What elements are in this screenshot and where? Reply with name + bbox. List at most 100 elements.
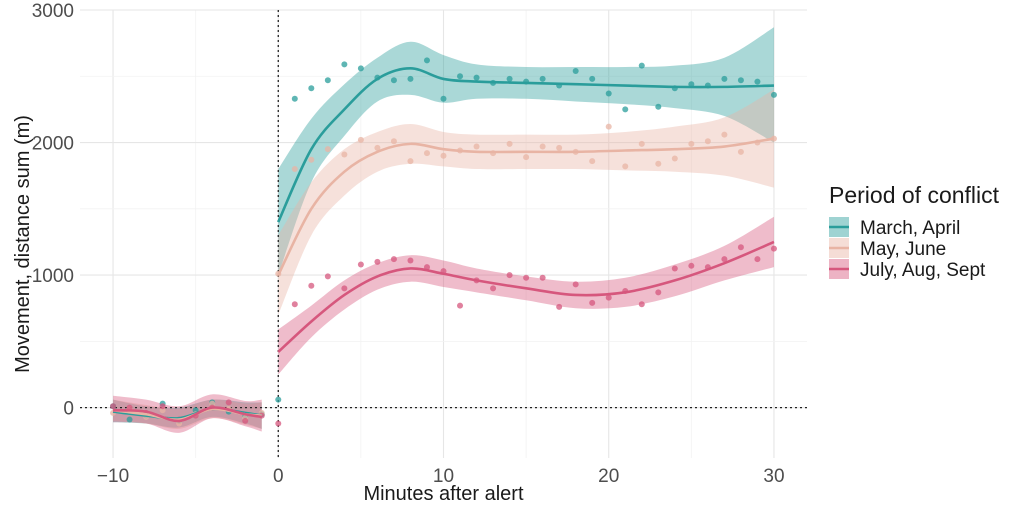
legend-label: July, Aug, Sept bbox=[860, 260, 986, 281]
x-tick-label: 30 bbox=[763, 466, 784, 487]
data-point bbox=[671, 265, 678, 272]
data-point bbox=[688, 262, 695, 269]
data-point bbox=[754, 256, 761, 263]
data-point bbox=[589, 75, 596, 82]
data-point bbox=[308, 85, 315, 92]
data-point bbox=[275, 420, 282, 427]
data-point bbox=[737, 77, 744, 84]
data-point bbox=[556, 303, 563, 310]
y-tick-label: 0 bbox=[63, 399, 74, 420]
x-tick-label: −10 bbox=[97, 466, 129, 487]
data-point bbox=[638, 140, 645, 147]
x-tick-label: 0 bbox=[273, 466, 284, 487]
legend-label: May, June bbox=[860, 239, 946, 260]
data-point bbox=[390, 138, 397, 145]
data-point bbox=[605, 90, 612, 97]
data-point bbox=[506, 140, 513, 147]
data-point bbox=[523, 274, 530, 281]
trend-lines bbox=[112, 67, 775, 423]
data-point bbox=[457, 302, 464, 309]
data-point bbox=[324, 146, 331, 153]
data-point bbox=[589, 158, 596, 165]
data-point bbox=[341, 151, 348, 158]
trend-line-before bbox=[112, 406, 262, 423]
tick-labels: −10 0 10 20 30 0 1000 2000 3000 bbox=[32, 1, 785, 487]
data-point bbox=[407, 75, 414, 82]
data-point bbox=[291, 166, 298, 173]
data-point bbox=[737, 244, 744, 251]
data-point bbox=[506, 75, 513, 82]
data-point bbox=[622, 106, 629, 113]
data-point bbox=[655, 103, 662, 110]
data-point bbox=[357, 136, 364, 143]
data-point bbox=[506, 272, 513, 279]
data-point bbox=[159, 403, 166, 410]
data-point bbox=[770, 245, 777, 252]
y-tick-label: 2000 bbox=[32, 134, 74, 155]
data-point bbox=[390, 256, 397, 263]
data-point bbox=[655, 160, 662, 167]
data-point bbox=[770, 91, 777, 98]
trend-line-after bbox=[277, 240, 775, 353]
data-point bbox=[407, 257, 414, 264]
reference-lines bbox=[80, 10, 807, 458]
data-point bbox=[341, 285, 348, 292]
data-point bbox=[737, 148, 744, 155]
data-point bbox=[341, 61, 348, 68]
data-point bbox=[374, 258, 381, 265]
data-point bbox=[490, 285, 497, 292]
data-point bbox=[572, 67, 579, 74]
data-point bbox=[423, 57, 430, 64]
data-point bbox=[539, 274, 546, 281]
data-point bbox=[291, 301, 298, 308]
x-tick-label: 20 bbox=[598, 466, 619, 487]
data-point bbox=[589, 299, 596, 306]
data-point bbox=[308, 282, 315, 289]
data-point bbox=[754, 78, 761, 85]
data-point bbox=[638, 62, 645, 69]
y-tick-label: 3000 bbox=[32, 1, 74, 22]
x-tick-label: 10 bbox=[433, 466, 454, 487]
data-point bbox=[704, 138, 711, 145]
trend-line-after bbox=[277, 67, 774, 223]
y-tick-label: 1000 bbox=[32, 266, 74, 287]
data-point bbox=[622, 163, 629, 170]
data-point bbox=[308, 156, 315, 163]
data-point bbox=[407, 158, 414, 165]
data-point bbox=[655, 289, 662, 296]
data-point bbox=[390, 77, 397, 84]
confidence-band-before bbox=[113, 394, 262, 433]
data-point bbox=[721, 256, 728, 263]
data-point bbox=[721, 131, 728, 138]
data-point bbox=[638, 301, 645, 308]
data-point bbox=[721, 75, 728, 82]
data-point bbox=[242, 417, 249, 424]
data-point bbox=[473, 143, 480, 150]
data-point bbox=[605, 123, 612, 130]
data-point bbox=[324, 77, 331, 84]
data-point bbox=[291, 95, 298, 102]
x-axis-title: Minutes after alert bbox=[363, 483, 524, 505]
confidence-band-before bbox=[113, 399, 262, 429]
data-point bbox=[225, 399, 232, 406]
data-point bbox=[126, 416, 133, 423]
y-axis-title: Movement, distance sum (m) bbox=[12, 115, 34, 373]
legend-title: Period of conflict bbox=[829, 182, 1000, 208]
data-point bbox=[457, 73, 464, 80]
data-point bbox=[275, 396, 282, 403]
data-point bbox=[539, 75, 546, 82]
trend-line-after bbox=[277, 137, 775, 276]
data-point bbox=[324, 273, 331, 280]
data-point bbox=[110, 403, 117, 410]
data-point bbox=[671, 155, 678, 162]
confidence-band-after bbox=[278, 27, 774, 276]
data-point bbox=[357, 261, 364, 268]
data-point bbox=[423, 150, 430, 157]
data-point bbox=[423, 264, 430, 271]
data-point bbox=[688, 140, 695, 147]
confidence-band-after bbox=[278, 216, 774, 375]
confidence-band-before bbox=[113, 399, 262, 429]
